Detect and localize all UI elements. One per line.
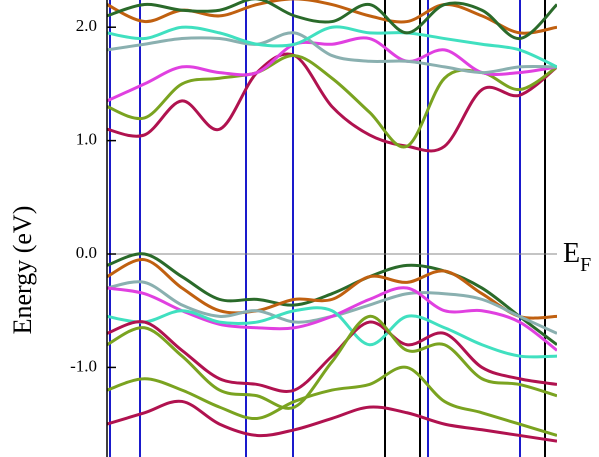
- band: [107, 320, 557, 393]
- fermi-label-main: E: [563, 238, 580, 269]
- bands: [107, 0, 557, 443]
- band: [107, 314, 557, 410]
- band: [107, 306, 557, 359]
- band: [107, 25, 557, 69]
- y-tick-label: 0.0: [76, 243, 97, 262]
- band: [107, 365, 557, 437]
- fermi-label-sub: F: [580, 254, 591, 276]
- band: [107, 258, 557, 320]
- band: [107, 399, 557, 443]
- band: [107, 52, 557, 153]
- band: [107, 0, 557, 41]
- y-tick-label: 1.0: [76, 130, 97, 149]
- band: [107, 31, 557, 75]
- y-axis-label: Energy (eV): [8, 206, 37, 335]
- fermi-label: EF: [563, 238, 591, 275]
- y-tick-label: 2.0: [76, 16, 97, 35]
- y-tick-label: -1.0: [70, 356, 97, 375]
- band: [107, 252, 557, 346]
